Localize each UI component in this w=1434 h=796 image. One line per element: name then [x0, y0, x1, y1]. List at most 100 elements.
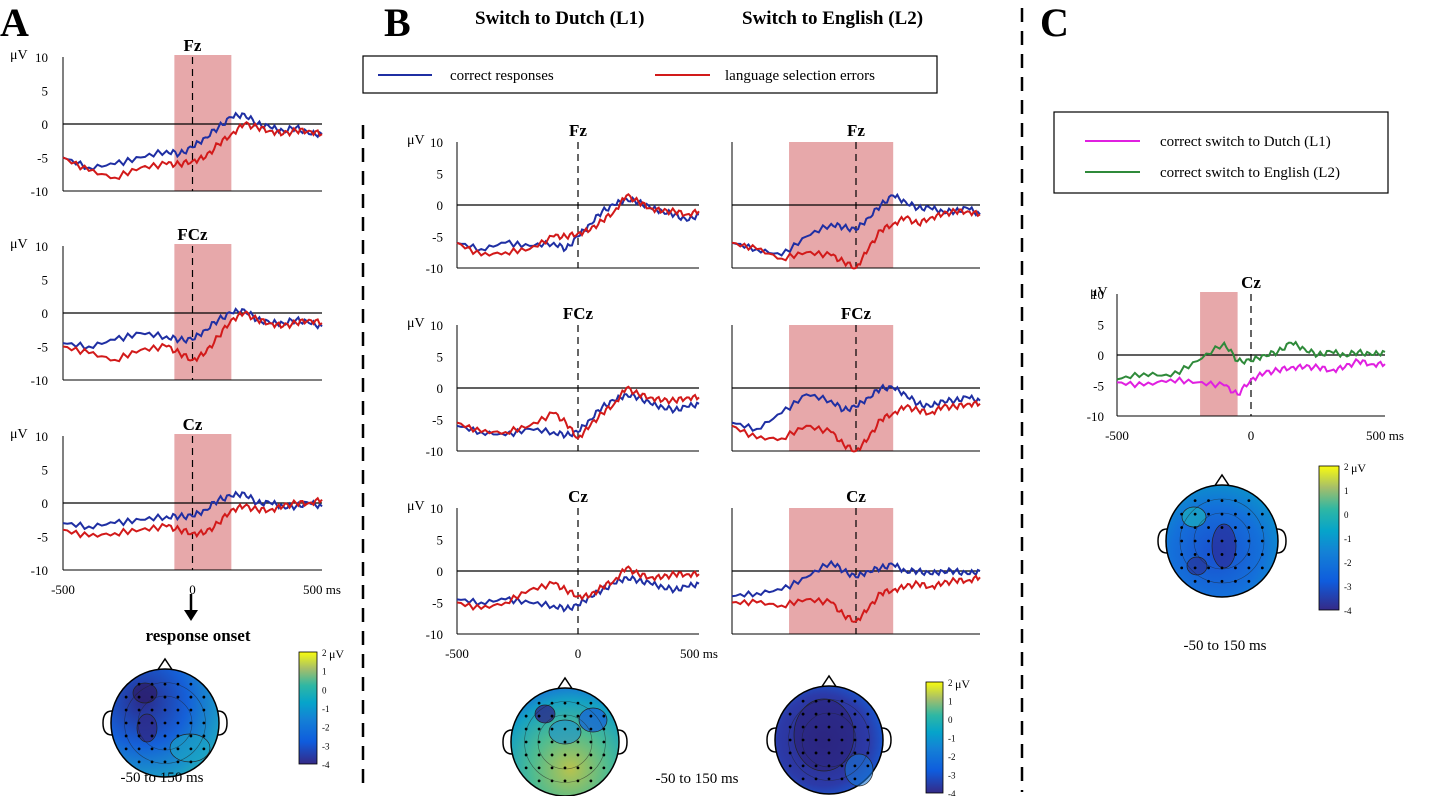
plot-title: Cz	[846, 487, 866, 506]
colorbar-tick: 1	[322, 667, 327, 677]
series-line-correct	[456, 195, 700, 253]
erp-plot-b-l1-fz: 10 5 0 -5 -10 μV Fz	[407, 121, 700, 276]
topo-contour	[844, 753, 874, 787]
series-line-correct	[62, 490, 323, 531]
electrode-dot	[1193, 512, 1197, 516]
electrode-dot	[801, 764, 805, 768]
electrode-dot	[576, 727, 580, 731]
series-line-error	[62, 496, 323, 539]
electrode-dot	[1234, 539, 1237, 543]
electrode-dot	[137, 747, 141, 751]
plot-title: Cz	[568, 487, 588, 506]
electrode-dot	[202, 721, 206, 725]
electrode-dot	[853, 764, 857, 768]
electrode-dot	[537, 727, 541, 731]
electrode-dot	[1220, 553, 1224, 556]
erp-plot-c-cz: 10 5 0 -5 -10 μV Cz	[1087, 273, 1386, 424]
column-title-l2: Switch to English (L2)	[742, 8, 923, 29]
electrode-dot	[827, 712, 831, 716]
electrode-dot	[1180, 539, 1184, 543]
electrode-dot	[189, 734, 193, 738]
electrode-dot	[550, 779, 554, 783]
y-tick-label: -10	[31, 563, 48, 578]
electrode-dot	[1180, 526, 1184, 529]
electrode-dot	[1193, 579, 1197, 583]
electrode-dot	[1247, 553, 1251, 556]
electrode-dot	[1207, 579, 1210, 583]
electrode-dot	[1234, 512, 1237, 516]
electrode-dot	[524, 766, 528, 770]
plot-title: FCz	[563, 304, 594, 323]
series-line-error	[62, 310, 323, 363]
electrode-dot	[537, 740, 541, 744]
electrode-dot	[1234, 553, 1237, 556]
electrode-dot	[1220, 566, 1224, 570]
electrode-dot	[1247, 579, 1251, 583]
legend-correct-label: correct responses	[450, 68, 554, 84]
y-tick-label: -10	[426, 444, 443, 459]
electrode-dot	[1220, 579, 1224, 583]
electrode-dot	[537, 714, 541, 718]
electrode-dot	[137, 760, 141, 764]
series-line-error	[456, 385, 700, 440]
electrode-dot	[550, 701, 554, 705]
electrode-dot	[124, 708, 128, 712]
y-tick-label: 0	[437, 381, 444, 396]
x-tick-label: -500	[51, 582, 75, 597]
significance-window	[174, 244, 232, 380]
electrode-dot	[176, 734, 180, 738]
electrode-dot	[1193, 553, 1197, 556]
electrode-dot	[176, 721, 180, 725]
electrode-dot	[840, 725, 844, 729]
electrode-dot	[137, 695, 141, 699]
colorbar-tick: -1	[948, 734, 956, 744]
electrode-dot	[189, 747, 193, 751]
topomap-a	[102, 657, 228, 778]
column-title-l1: Switch to Dutch (L1)	[475, 8, 644, 29]
electrode-dot	[202, 747, 206, 751]
electrode-dot	[537, 779, 541, 783]
electrode-dot	[563, 766, 567, 770]
topomap-b-l2	[766, 674, 892, 795]
significance-window	[174, 55, 232, 191]
erp-plot-b-l2-fcz: FCz	[731, 304, 981, 453]
erp-plot-a-fcz: 10 5 0 -5 -10 μV FCz	[10, 225, 323, 388]
colorbar-tick: 2	[1344, 462, 1349, 472]
electrode-dot	[150, 695, 154, 699]
colorbar-c: 2 1 0 -1 -2 -3 -4 μV	[1318, 461, 1366, 616]
colorbar-tick: -3	[322, 741, 330, 751]
head-ear-right	[217, 710, 228, 736]
erp-plot-b-l2-cz: Cz	[731, 487, 981, 635]
electrode-dot	[1180, 566, 1184, 570]
electrode-dot	[1247, 526, 1251, 529]
electrode-dot	[150, 747, 154, 751]
topo-contour	[534, 704, 556, 724]
colorbar-tick: -1	[322, 704, 330, 714]
colorbar-unit: μV	[329, 647, 344, 661]
topo-contour	[1186, 556, 1208, 576]
electrode-dot	[189, 695, 193, 699]
electrode-dot	[524, 714, 528, 718]
y-tick-label: 0	[1098, 348, 1105, 363]
electrode-dot	[589, 701, 593, 705]
topo-contour	[524, 701, 606, 783]
plot-title: FCz	[177, 225, 208, 244]
series-line-correct	[731, 559, 981, 598]
electrode-dot	[840, 764, 844, 768]
y-tick-label: 10	[430, 501, 443, 516]
electrode-dot	[1220, 499, 1224, 503]
head-nose	[556, 676, 574, 691]
colorbar-tick: -3	[948, 771, 956, 781]
head-ear-left	[766, 727, 777, 753]
y-tick-label: 5	[42, 273, 49, 288]
series-line-error	[62, 120, 323, 181]
electrode-dot	[563, 753, 567, 757]
y-tick-label: 10	[1091, 287, 1104, 302]
electrode-dot	[589, 727, 593, 731]
electrode-dot	[563, 727, 567, 731]
electrode-dot	[827, 738, 831, 742]
colorbar-gradient	[925, 681, 944, 794]
electrode-dot	[563, 779, 567, 783]
electrode-dot	[602, 766, 606, 770]
